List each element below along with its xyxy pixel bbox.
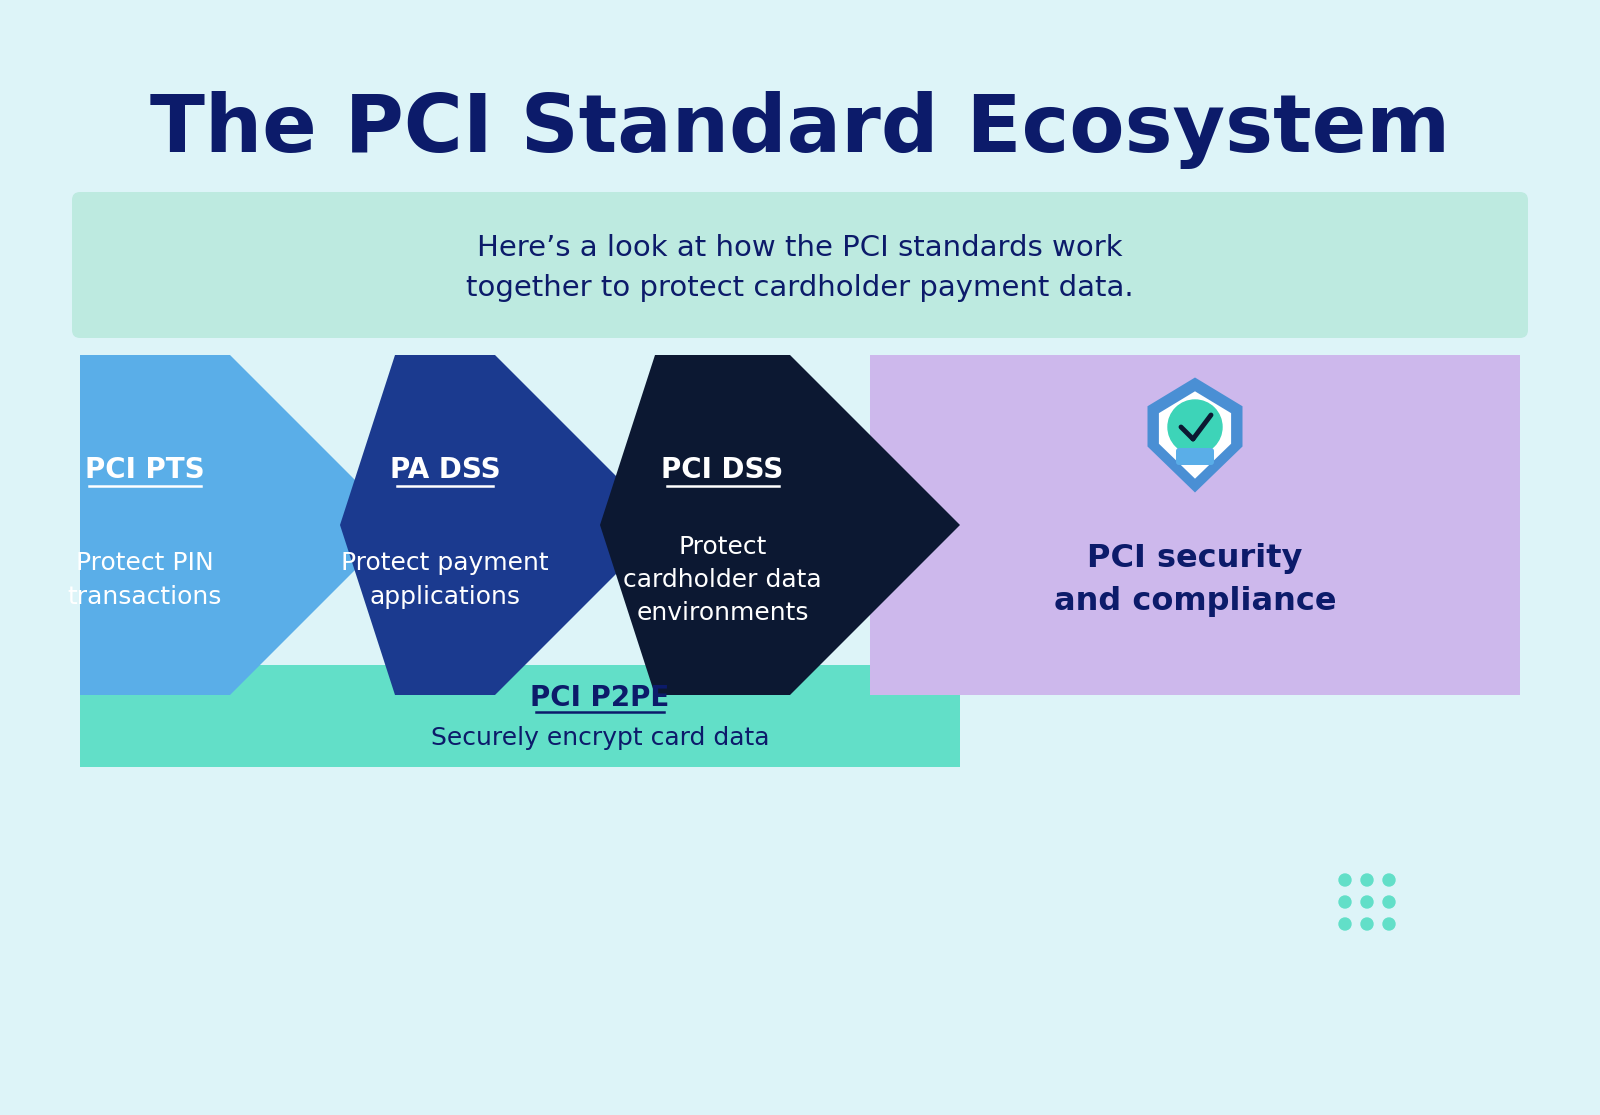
Text: PCI P2PE: PCI P2PE bbox=[530, 683, 670, 711]
Polygon shape bbox=[80, 355, 400, 695]
Text: Protect payment
applications: Protect payment applications bbox=[341, 551, 549, 609]
Bar bbox=[80, 665, 960, 767]
Text: Protect PIN
transactions: Protect PIN transactions bbox=[67, 551, 222, 609]
Polygon shape bbox=[339, 355, 666, 695]
Circle shape bbox=[1382, 896, 1395, 908]
Circle shape bbox=[1362, 874, 1373, 886]
FancyBboxPatch shape bbox=[1176, 448, 1214, 465]
Text: Here’s a look at how the PCI standards work: Here’s a look at how the PCI standards w… bbox=[477, 234, 1123, 262]
Circle shape bbox=[1362, 918, 1373, 930]
Bar bbox=[870, 355, 1520, 695]
Circle shape bbox=[110, 384, 125, 398]
Text: PA DSS: PA DSS bbox=[390, 456, 501, 484]
Polygon shape bbox=[1158, 391, 1230, 478]
Text: Protect
cardholder data
environments: Protect cardholder data environments bbox=[622, 534, 822, 626]
Circle shape bbox=[1339, 918, 1350, 930]
Text: together to protect cardholder payment data.: together to protect cardholder payment d… bbox=[466, 274, 1134, 302]
FancyBboxPatch shape bbox=[72, 192, 1528, 338]
Circle shape bbox=[1339, 896, 1350, 908]
Circle shape bbox=[91, 404, 106, 418]
Text: PCI PTS: PCI PTS bbox=[85, 456, 205, 484]
Circle shape bbox=[1362, 896, 1373, 908]
Text: PCI security
and compliance: PCI security and compliance bbox=[1054, 543, 1336, 617]
Polygon shape bbox=[1147, 378, 1243, 493]
Circle shape bbox=[1168, 400, 1222, 454]
Text: PCI DSS: PCI DSS bbox=[661, 456, 784, 484]
Circle shape bbox=[1382, 874, 1395, 886]
Text: Securely encrypt card data: Securely encrypt card data bbox=[430, 727, 770, 750]
Circle shape bbox=[110, 404, 125, 418]
Circle shape bbox=[1382, 918, 1395, 930]
Circle shape bbox=[91, 384, 106, 398]
Polygon shape bbox=[600, 355, 960, 695]
Text: The PCI Standard Ecosystem: The PCI Standard Ecosystem bbox=[150, 91, 1450, 169]
Circle shape bbox=[1339, 874, 1350, 886]
